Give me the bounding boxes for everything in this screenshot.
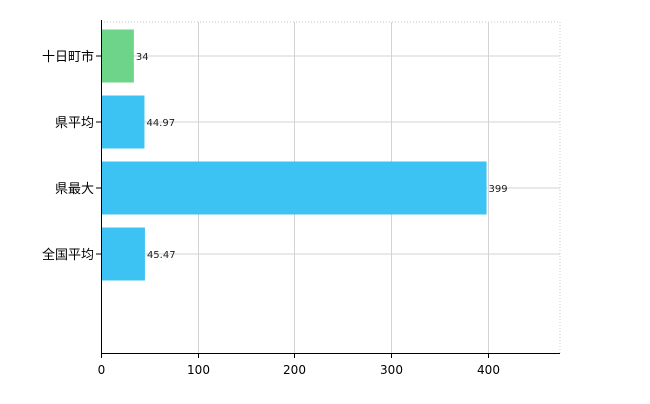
bar <box>102 29 134 83</box>
x-tick-label: 300 <box>380 363 403 377</box>
data-label: 44.97 <box>146 118 175 129</box>
x-tick-label: 400 <box>477 363 500 377</box>
x-tick-label: 0 <box>98 363 106 377</box>
data-label: 34 <box>136 52 149 63</box>
x-tick-label: 200 <box>283 363 306 377</box>
category-label: 全国平均 <box>42 247 94 263</box>
bar <box>102 95 145 149</box>
bars <box>102 29 487 281</box>
axes <box>96 20 560 358</box>
data-label: 399 <box>489 184 508 195</box>
category-label: 十日町市 <box>42 49 94 65</box>
category-label: 県平均 <box>55 116 94 131</box>
bar <box>102 161 487 215</box>
category-label: 県最大 <box>55 182 94 197</box>
data-label: 45.47 <box>147 250 176 261</box>
bar <box>102 227 145 281</box>
x-tick-label: 100 <box>187 363 210 377</box>
